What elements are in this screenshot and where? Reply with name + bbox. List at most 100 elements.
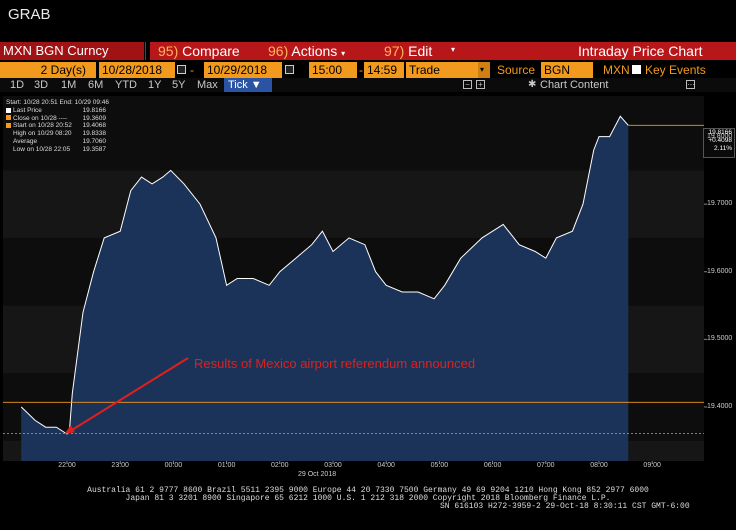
plot-band (3, 96, 704, 171)
actions-number: 96) (268, 43, 289, 59)
legend-row-last: Last Price 19.8166 (6, 107, 106, 115)
days-unit: Day(s) (50, 63, 86, 77)
actions-caret-icon: ▾ (341, 49, 346, 58)
chart-legend: Start: 10/28 20:51 End: 10/29 09:46 Last… (6, 99, 109, 154)
reference-lines (3, 124, 704, 434)
compare-number: 95) (158, 43, 179, 59)
y-tick-label: 19.7000 (707, 200, 733, 208)
edit-label: Edit (408, 43, 433, 59)
x-tick-label: 07:00 (537, 462, 555, 469)
edit-menu[interactable]: 97) Edit (384, 43, 432, 59)
legend-row-average: Average 19.7060 (6, 138, 106, 146)
x-tick-label: 05:00 (430, 462, 449, 469)
x-tick-label: 00:00 (164, 462, 183, 469)
x-tick-label: 22:00 (58, 462, 76, 469)
x-tick-label: 03:00 (324, 462, 342, 469)
zoom-out-icon[interactable]: − (463, 80, 472, 89)
y-tick-label: 19.4000 (707, 402, 733, 410)
tick-dropdown[interactable]: Tick ▼ (224, 78, 272, 92)
price-area (21, 116, 629, 462)
key-events-checkbox[interactable] (632, 65, 641, 74)
end-calendar-icon[interactable] (285, 65, 294, 74)
legend-value: 19.3587 (82, 145, 107, 153)
zoom-in-icon[interactable]: + (476, 80, 485, 89)
price-chart[interactable]: 29 Oct 2018 (0, 94, 736, 530)
footer-contacts-1: Australia 61 2 9777 8600 Brazil 5511 239… (87, 486, 649, 495)
end-time-field[interactable]: 14:59 (364, 62, 404, 78)
period-max[interactable]: Max (197, 79, 218, 91)
field-select[interactable]: Trade (406, 62, 478, 78)
annotation-arrow (69, 357, 189, 432)
source-label: Source (497, 63, 536, 77)
actions-menu[interactable]: 96) Actions ▾ (268, 43, 345, 59)
last-price-change: +0.4098 (708, 137, 732, 144)
legend-label: Last Price (13, 106, 42, 114)
x-tick-label: 08:00 (590, 462, 608, 469)
days-field[interactable]: 2 Day(s) (0, 62, 96, 78)
window-title: GRAB (8, 6, 51, 23)
period-3d[interactable]: 3D (34, 79, 49, 91)
period-1m[interactable]: 1M (61, 79, 77, 91)
chart-content-menu[interactable]: Chart Content (540, 79, 609, 91)
x-tick-label: 23:00 (111, 462, 129, 469)
start-calendar-icon[interactable] (177, 65, 186, 74)
x-axis-date-label: 29 Oct 2018 (298, 471, 336, 478)
period-ytd[interactable]: YTD (115, 79, 137, 91)
footer-serial: SN 616103 H272-3959-2 29-Oct-18 8:30:11 … (440, 502, 690, 511)
chart-title: Intraday Price Chart (578, 43, 703, 59)
start-date-field[interactable]: 10/28/2018 (99, 62, 175, 78)
compare-button[interactable]: 95) Compare (158, 43, 240, 59)
x-tick-label: 09:00 (643, 462, 661, 469)
field-dropdown-icon[interactable]: ▾ (478, 62, 490, 78)
edit-caret-icon[interactable]: ▾ (451, 45, 456, 54)
legend-value: 19.4068 (82, 122, 107, 130)
chart-content-gear-icon[interactable]: ✱ (528, 79, 537, 90)
y-tick-label: 19.5000 (707, 335, 733, 343)
legend-label: Close on 10/28 ---- (13, 114, 68, 122)
price-line (20, 115, 629, 435)
settings-icon[interactable]: ⋯ (686, 80, 695, 89)
legend-row-high: High on 10/29 08:20 19.8338 (6, 130, 106, 138)
period-1d[interactable]: 1D (10, 79, 25, 91)
legend-row-close: Close on 10/28 ---- 19.3609 (6, 115, 106, 123)
legend-value: 19.8166 (82, 106, 107, 114)
security-ticker-box[interactable]: MXN BGN Curncy (0, 42, 145, 60)
legend-row-low: Low on 10/28 22:05 19.3587 (6, 146, 106, 154)
compare-label: Compare (182, 43, 240, 59)
period-6m[interactable]: 6M (88, 79, 104, 91)
legend-label: Start on 10/28 20:52 (13, 122, 72, 130)
end-date-field[interactable]: 10/29/2018 (204, 62, 282, 78)
period-1y[interactable]: 1Y (148, 79, 162, 91)
parameter-bar: 2 Day(s) 10/28/2018 - 10/29/2018 15:00 -… (0, 62, 736, 78)
legend-swatch (6, 123, 11, 129)
y-tick-label: 19.8000 (707, 132, 733, 140)
legend-header: Start: 10/28 20:51 End: 10/29 09:46 (6, 99, 109, 106)
key-events-label: Key Events (645, 63, 706, 77)
footer-contacts-2: Japan 81 3 3201 8900 Singapore 65 6212 1… (125, 494, 611, 503)
x-tick-label: 01:00 (217, 462, 236, 469)
x-tick-label: 02:00 (271, 462, 289, 469)
legend-row-start: Start on 10/28 20:52 19.4068 (6, 122, 106, 130)
period-bar: 1D 3D 1M 6M YTD 1Y 5Y Max Tick ▼ − + ✱ C… (0, 78, 736, 92)
legend-value: 19.7060 (82, 137, 107, 145)
legend-swatch (6, 115, 11, 121)
last-price-value: 19.8166 (708, 129, 733, 136)
period-5y[interactable]: 5Y (172, 79, 186, 91)
time-separator: - (359, 63, 363, 77)
source-field[interactable]: BGN (541, 62, 593, 78)
legend-label: Average (13, 137, 38, 145)
start-time-field[interactable]: 15:00 (309, 62, 357, 78)
security-ticker: MXN BGN Curncy (3, 43, 109, 58)
legend-value: 19.3609 (82, 114, 107, 122)
currency-label: MXN (603, 63, 630, 77)
days-value: 2 (40, 63, 48, 77)
command-toolbar: MXN BGN Curncy 95) Compare 96) Actions ▾… (0, 42, 736, 60)
x-tick-label: 06:00 (483, 462, 502, 469)
legend-label: Low on 10/28 22:05 (13, 145, 71, 153)
edit-number: 97) (384, 43, 405, 59)
y-tick-label: 19.6000 (707, 267, 733, 275)
annotation-arrowhead (64, 425, 75, 434)
last-price-tag: 19.8166 +0.4098 2.11% (703, 128, 735, 158)
date-separator: - (190, 63, 194, 77)
annotation-text: Results of Mexico airport referendum ann… (194, 356, 476, 371)
